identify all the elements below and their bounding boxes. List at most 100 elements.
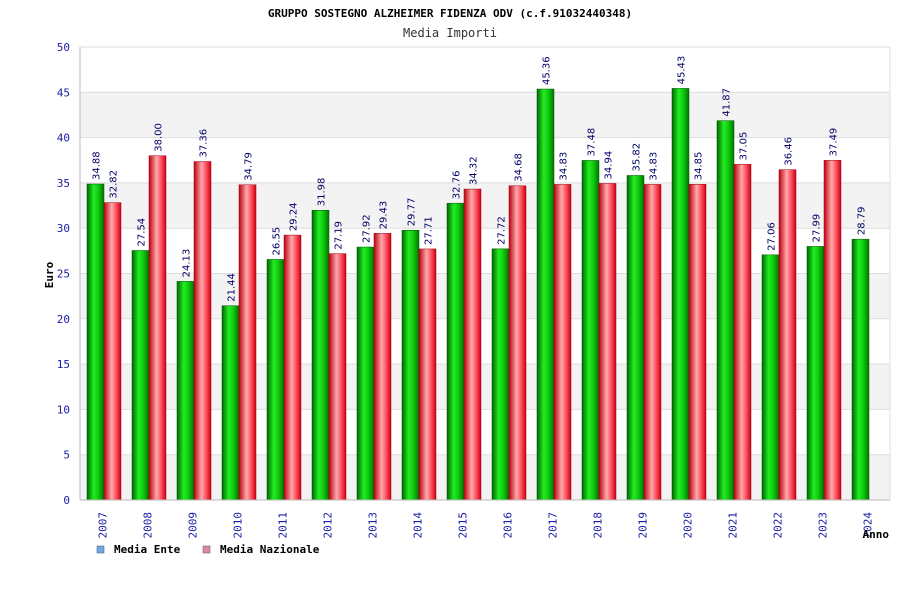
plot-band xyxy=(80,273,890,319)
bar-media-ente-2015 xyxy=(446,202,465,501)
value-label: 27.72 xyxy=(497,216,508,245)
bars xyxy=(86,88,870,501)
value-label: 38.00 xyxy=(154,123,165,152)
bar-media-ente-2023 xyxy=(806,246,825,501)
value-label: 32.82 xyxy=(109,170,120,199)
value-label: 24.13 xyxy=(182,249,193,278)
bar-media-ente-2022 xyxy=(761,254,780,501)
bar-media-ente-2010 xyxy=(221,305,240,501)
value-label: 27.19 xyxy=(334,221,345,250)
bar-media-ente-2012 xyxy=(311,210,330,501)
bar-media-ente-2021 xyxy=(716,120,735,501)
bar-media-nazionale-2014 xyxy=(418,248,437,501)
x-tick-label: 2012 xyxy=(322,512,335,539)
axes: 0 5 10 15 20 25 30 35 40 45 50 2007 2008 2009 2010 2011… xyxy=(57,41,891,539)
bar-media-ente-2016 xyxy=(491,248,510,501)
bar-media-ente-2018 xyxy=(581,160,600,501)
value-label: 35.82 xyxy=(632,143,643,172)
value-label: 29.77 xyxy=(407,198,418,227)
legend-label-media-ente: Media Ente xyxy=(114,543,181,556)
x-tick-label: 2014 xyxy=(412,512,425,539)
y-tick-label: 5 xyxy=(63,449,70,462)
plot-band xyxy=(80,364,890,410)
plot-band xyxy=(80,409,890,455)
value-label: 28.79 xyxy=(857,207,868,236)
x-tick-label: 2022 xyxy=(772,512,785,539)
value-label: 36.46 xyxy=(784,137,795,166)
bar-media-ente-2019 xyxy=(626,175,645,501)
bar-media-nazionale-2020 xyxy=(688,184,707,501)
x-tick-label: 2009 xyxy=(187,512,200,539)
plot-background xyxy=(80,47,890,500)
bar-media-nazionale-2008 xyxy=(148,155,167,501)
value-label: 29.43 xyxy=(379,201,390,230)
bar-media-nazionale-2021 xyxy=(733,164,752,501)
plot-band xyxy=(80,454,890,500)
value-label: 27.06 xyxy=(767,222,778,251)
y-tick-label: 25 xyxy=(57,268,70,281)
value-label: 37.48 xyxy=(587,128,598,157)
legend-swatch-media-nazionale xyxy=(202,545,211,554)
value-label: 21.44 xyxy=(227,273,238,302)
x-tick-label: 2011 xyxy=(277,512,290,539)
value-label: 32.76 xyxy=(452,171,463,200)
bar-media-nazionale-2019 xyxy=(643,184,662,501)
bar-media-nazionale-2018 xyxy=(598,183,617,501)
bar-media-nazionale-2007 xyxy=(103,202,122,501)
bar-media-nazionale-2023 xyxy=(823,160,842,501)
bar-media-nazionale-2016 xyxy=(508,185,527,501)
chart-subtitle: Media Importi xyxy=(403,26,497,40)
x-tick-label: 2024 xyxy=(862,512,875,539)
bar-media-ente-2013 xyxy=(356,246,375,501)
plot-band xyxy=(80,137,890,183)
y-tick-label: 10 xyxy=(57,403,70,416)
value-label: 37.05 xyxy=(739,132,750,161)
y-tick-label: 45 xyxy=(57,86,70,99)
bar-media-nazionale-2017 xyxy=(553,184,572,501)
y-tick-label: 35 xyxy=(57,177,70,190)
bar-media-nazionale-2011 xyxy=(283,234,302,501)
chart-title: GRUPPO SOSTEGNO ALZHEIMER FIDENZA ODV (c… xyxy=(268,7,632,20)
x-tick-label: 2020 xyxy=(682,512,695,539)
value-label: 34.83 xyxy=(649,152,660,181)
x-tick-label: 2010 xyxy=(232,512,245,539)
bar-media-ente-2011 xyxy=(266,259,285,501)
x-tick-label: 2013 xyxy=(367,512,380,539)
value-label: 34.88 xyxy=(92,151,103,180)
value-label: 27.71 xyxy=(424,216,435,245)
bar-media-nazionale-2010 xyxy=(238,184,257,501)
legend-swatch-media-ente xyxy=(96,545,105,554)
bar-media-ente-2024 xyxy=(851,238,870,501)
bar-media-ente-2020 xyxy=(671,88,690,501)
bar-media-ente-2014 xyxy=(401,230,420,501)
x-tick-label: 2023 xyxy=(817,512,830,539)
value-label: 29.24 xyxy=(289,202,300,231)
bar-media-ente-2008 xyxy=(131,250,150,501)
legend-label-media-nazionale: Media Nazionale xyxy=(220,543,320,556)
value-label: 41.87 xyxy=(722,88,733,117)
value-label: 37.49 xyxy=(829,128,840,157)
y-tick-label: 20 xyxy=(57,313,70,326)
y-tick-label: 50 xyxy=(57,41,70,54)
plot-band xyxy=(80,92,890,138)
plot-band xyxy=(80,47,890,93)
y-axis-label: Euro xyxy=(43,261,56,288)
value-label: 27.99 xyxy=(812,214,823,243)
value-label: 34.85 xyxy=(694,152,705,181)
value-label: 34.68 xyxy=(514,153,525,182)
y-tick-label: 0 xyxy=(63,494,70,507)
x-axis-label: Anno xyxy=(863,528,890,541)
bar-media-ente-2007 xyxy=(86,183,105,501)
value-label: 45.43 xyxy=(677,56,688,85)
value-label: 34.32 xyxy=(469,156,480,185)
bar-media-nazionale-2013 xyxy=(373,233,392,501)
y-tick-label: 40 xyxy=(57,132,70,145)
x-tick-label: 2019 xyxy=(637,512,650,539)
value-labels: 34.88 32.82 27.54 38.00 24.13 37.36 21.44 34.79… xyxy=(92,56,868,302)
value-label: 27.92 xyxy=(362,214,373,243)
value-label: 34.83 xyxy=(559,152,570,181)
value-label: 26.55 xyxy=(272,227,283,256)
value-label: 45.36 xyxy=(542,56,553,85)
